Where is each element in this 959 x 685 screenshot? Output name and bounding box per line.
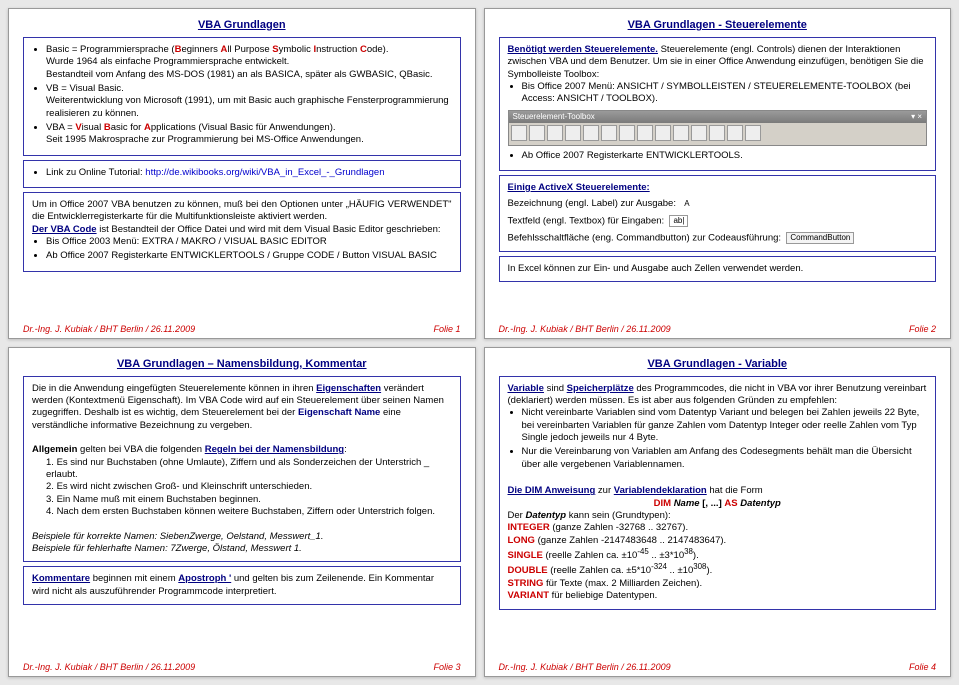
bullet-toolbox: Bis Office 2007 Menü: ANSICHT / SYMBOLLE… xyxy=(522,81,928,106)
row-commandbutton: Befehlsschaltfläche (eng. Commandbutton)… xyxy=(508,232,928,245)
slide-4: VBA Grundlagen - Variable Variable sind … xyxy=(484,347,952,678)
footer-author: Dr.-Ing. J. Kubiak / BHT Berlin / 26.11.… xyxy=(499,324,671,334)
box-excel-note: In Excel können zur Ein- und Ausgabe auc… xyxy=(499,256,937,282)
box-link: Link zu Online Tutorial: http://de.wikib… xyxy=(23,160,461,188)
slides-grid: VBA Grundlagen Basic = Programmiersprach… xyxy=(8,8,951,677)
toolbar-controls: ▾ × xyxy=(911,112,922,122)
toolbox-icon xyxy=(583,125,599,141)
toolbox-icon xyxy=(637,125,653,141)
slide-footer: Dr.-Ing. J. Kubiak / BHT Berlin / 26.11.… xyxy=(499,660,937,672)
slide-footer: Dr.-Ing. J. Kubiak / BHT Berlin / 26.11.… xyxy=(23,322,461,334)
toolbar-image: Steuerelement-Toolbox▾ × xyxy=(508,110,928,146)
box-activex: Einige ActiveX Steuerelemente: Bezeichnu… xyxy=(499,175,937,252)
slide-1: VBA Grundlagen Basic = Programmiersprach… xyxy=(8,8,476,339)
footer-author: Dr.-Ing. J. Kubiak / BHT Berlin / 26.11.… xyxy=(23,324,195,334)
slide-3: VBA Grundlagen – Namensbildung, Kommenta… xyxy=(8,347,476,678)
tutorial-link: Link zu Online Tutorial: http://de.wikib… xyxy=(46,167,452,179)
toolbox-icon xyxy=(673,125,689,141)
row-label: Bezeichnung (engl. Label) zur Ausgabe: A xyxy=(508,198,928,210)
toolbox-icon xyxy=(619,125,635,141)
examples-wrong: Beispiele für fehlerhafte Namen: 7Zwerge… xyxy=(32,543,302,554)
slide-footer: Dr.-Ing. J. Kubiak / BHT Berlin / 26.11.… xyxy=(499,322,937,334)
examples-correct: Beispiele für korrekte Namen: SiebenZwer… xyxy=(32,531,323,542)
toolbox-icon xyxy=(727,125,743,141)
toolbox-icon xyxy=(547,125,563,141)
rules-list: 1. Es sind nur Buchstaben (ohne Umlaute)… xyxy=(32,457,452,519)
bullet-2003: Bis Office 2003 Menü: EXTRA / MAKRO / VI… xyxy=(46,236,452,248)
toolbar-titlebar: Steuerelement-Toolbox▾ × xyxy=(509,111,927,123)
var-reason-1: Nicht vereinbarte Variablen sind vom Dat… xyxy=(522,407,928,444)
box-comments: Kommentare beginnen mit einem Apostroph … xyxy=(23,566,461,605)
toolbox-icon xyxy=(709,125,725,141)
slide-title: VBA Grundlagen - Steuerelemente xyxy=(499,19,937,31)
slide-title: VBA Grundlagen - Variable xyxy=(499,358,937,370)
bullet-2007: Ab Office 2007 Registerkarte ENTWICKLERT… xyxy=(46,250,452,262)
toolbox-icon xyxy=(601,125,617,141)
row-textbox: Textfeld (engl. Textbox) für Eingaben: a… xyxy=(508,215,928,228)
toolbox-icon xyxy=(745,125,761,141)
footer-author: Dr.-Ing. J. Kubiak / BHT Berlin / 26.11.… xyxy=(499,662,671,672)
var-reason-2: Nur die Vereinbarung von Variablen am An… xyxy=(522,446,928,471)
toolbox-icon xyxy=(691,125,707,141)
box-usage: Um in Office 2007 VBA benutzen zu können… xyxy=(23,192,461,272)
def-vba: VBA = Visual Basic for Applications (Vis… xyxy=(46,122,452,147)
box-definitions: Basic = Programmiersprache (Beginners Al… xyxy=(23,37,461,156)
def-vb: VB = Visual Basic. Weiterentwicklung von… xyxy=(46,83,452,120)
footer-page: Folie 3 xyxy=(433,662,460,672)
box-variables: Variable sind Speicherplätze des Program… xyxy=(499,376,937,610)
footer-page: Folie 2 xyxy=(909,324,936,334)
slide-2: VBA Grundlagen - Steuerelemente Benötigt… xyxy=(484,8,952,339)
toolbox-icon xyxy=(655,125,671,141)
toolbox-icon xyxy=(529,125,545,141)
activex-heading: Einige ActiveX Steuerelemente: xyxy=(508,182,928,194)
def-basic: Basic = Programmiersprache (Beginners Al… xyxy=(46,44,452,81)
slide-footer: Dr.-Ing. J. Kubiak / BHT Berlin / 26.11.… xyxy=(23,660,461,672)
box-naming: Die in die Anwendung eingefügten Steuere… xyxy=(23,376,461,563)
toolbox-icon xyxy=(511,125,527,141)
slide-title: VBA Grundlagen xyxy=(23,19,461,31)
toolbar-icons xyxy=(509,123,927,143)
toolbox-icon xyxy=(565,125,581,141)
footer-page: Folie 4 xyxy=(909,662,936,672)
box-toolbox: Benötigt werden Steuerelemente. Steuerel… xyxy=(499,37,937,171)
slide-title: VBA Grundlagen – Namensbildung, Kommenta… xyxy=(23,358,461,370)
footer-author: Dr.-Ing. J. Kubiak / BHT Berlin / 26.11.… xyxy=(23,662,195,672)
dim-syntax: DIM Name [, ...] AS Datentyp xyxy=(508,498,928,510)
bullet-entwicklertools: Ab Office 2007 Registerkarte ENTWICKLERT… xyxy=(522,150,928,162)
footer-page: Folie 1 xyxy=(433,324,460,334)
